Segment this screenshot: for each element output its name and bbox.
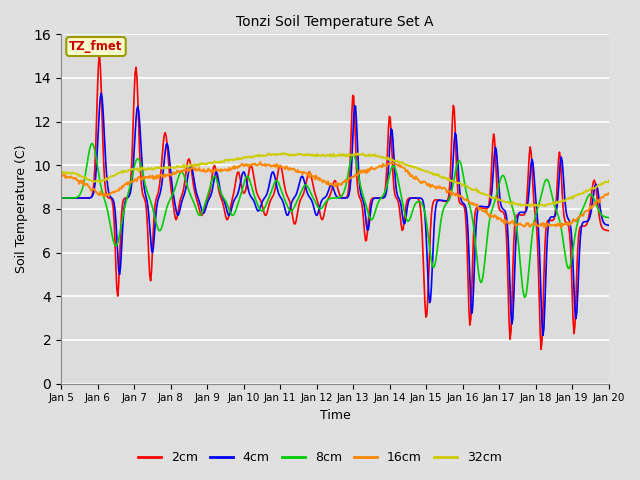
- 4cm: [199, 210, 207, 216]
- 32cm: [526, 204, 534, 209]
- 32cm: [154, 165, 162, 170]
- 16cm: [381, 163, 388, 168]
- 4cm: [605, 222, 612, 228]
- 8cm: [521, 295, 529, 300]
- Line: 4cm: 4cm: [61, 93, 609, 336]
- Line: 32cm: 32cm: [61, 153, 609, 206]
- 2cm: [470, 217, 478, 223]
- 32cm: [280, 150, 287, 156]
- 2cm: [95, 53, 103, 59]
- 8cm: [57, 195, 65, 201]
- Legend: 2cm, 4cm, 8cm, 16cm, 32cm: 2cm, 4cm, 8cm, 16cm, 32cm: [133, 446, 507, 469]
- 8cm: [381, 189, 388, 195]
- 4cm: [424, 270, 431, 276]
- 32cm: [57, 170, 65, 176]
- 4cm: [155, 194, 163, 200]
- 4cm: [97, 90, 105, 96]
- 8cm: [424, 229, 431, 235]
- 16cm: [605, 191, 612, 196]
- 2cm: [155, 186, 163, 192]
- Text: TZ_fmet: TZ_fmet: [69, 40, 123, 53]
- 8cm: [155, 228, 163, 233]
- Y-axis label: Soil Temperature (C): Soil Temperature (C): [15, 144, 28, 273]
- 4cm: [470, 263, 478, 269]
- 4cm: [381, 194, 388, 200]
- Line: 8cm: 8cm: [61, 144, 609, 298]
- 16cm: [57, 172, 65, 178]
- 32cm: [306, 152, 314, 158]
- 2cm: [424, 296, 431, 302]
- 16cm: [306, 170, 314, 176]
- 8cm: [605, 215, 612, 220]
- 16cm: [257, 159, 264, 165]
- 2cm: [538, 347, 545, 352]
- 16cm: [198, 168, 205, 173]
- 2cm: [306, 169, 314, 175]
- 32cm: [605, 178, 612, 183]
- Line: 16cm: 16cm: [61, 162, 609, 228]
- 16cm: [154, 175, 162, 180]
- 32cm: [470, 187, 478, 193]
- 16cm: [424, 183, 431, 189]
- 2cm: [57, 195, 65, 201]
- 16cm: [557, 225, 565, 230]
- 8cm: [88, 141, 96, 146]
- 8cm: [470, 230, 478, 236]
- 2cm: [199, 211, 207, 216]
- 16cm: [470, 201, 478, 207]
- 4cm: [57, 195, 65, 201]
- 2cm: [381, 191, 388, 196]
- Title: Tonzi Soil Temperature Set A: Tonzi Soil Temperature Set A: [236, 15, 434, 29]
- X-axis label: Time: Time: [319, 409, 350, 422]
- 32cm: [198, 161, 205, 167]
- 32cm: [381, 155, 388, 161]
- 32cm: [424, 168, 431, 174]
- Line: 2cm: 2cm: [61, 56, 609, 349]
- 4cm: [539, 333, 547, 338]
- 4cm: [306, 195, 314, 201]
- 8cm: [306, 188, 314, 193]
- 2cm: [605, 228, 612, 234]
- 8cm: [199, 208, 207, 214]
